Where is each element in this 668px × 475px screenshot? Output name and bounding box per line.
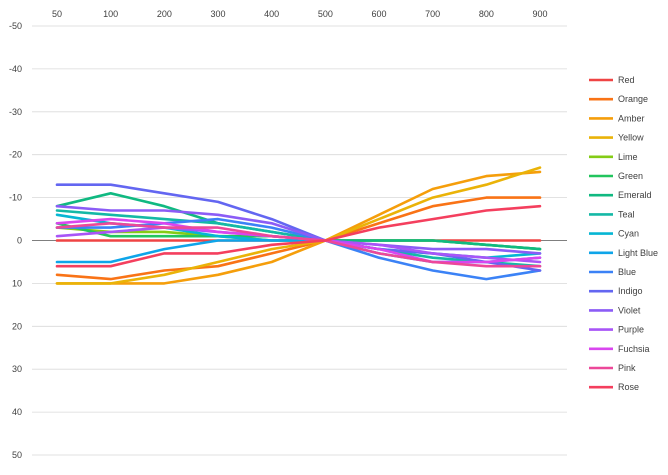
legend-label: Cyan [618, 229, 639, 239]
legend-label: Indigo [618, 286, 643, 296]
y-tick-label: 30 [12, 364, 22, 374]
y-tick-label: 10 [12, 278, 22, 288]
legend-label: Yellow [618, 133, 644, 143]
x-tick-label: 50 [52, 9, 62, 19]
legend-label: Teal [618, 209, 635, 219]
x-tick-label: 900 [532, 9, 547, 19]
x-tick-label: 200 [157, 9, 172, 19]
y-tick-label: -20 [9, 150, 22, 160]
legend: Red Orange Amber Yellow Lime Green Emerald Teal… [589, 75, 658, 392]
series-line-pink [55, 222, 542, 268]
series-line-rose [55, 204, 542, 268]
legend-label: Pink [618, 363, 636, 373]
legend-label: Amber [618, 113, 645, 123]
y-tick-label: 0 [17, 236, 22, 246]
x-tick-label: 600 [371, 9, 386, 19]
y-tick-label: -50 [9, 21, 22, 31]
x-tick-label: 700 [425, 9, 440, 19]
x-tick-label: 400 [264, 9, 279, 19]
legend-label: Purple [618, 325, 644, 335]
legend-label: Green [618, 171, 643, 181]
legend-label: Orange [618, 94, 648, 104]
y-tick-label: 20 [12, 321, 22, 331]
axes: -50 -40 -30 -20 -10 0 10 20 30 40 50 50 100 200 300 400… [9, 9, 548, 460]
series-line-violet [55, 204, 542, 255]
legend-label: Light Blue [618, 248, 658, 258]
x-tick-label: 800 [479, 9, 494, 19]
legend-label: Emerald [618, 190, 652, 200]
y-tick-label: -40 [9, 64, 22, 74]
legend-label: Blue [618, 267, 636, 277]
y-tick-label: 40 [12, 407, 22, 417]
legend-label: Fuchsia [618, 344, 650, 354]
series-line-indigo [55, 183, 542, 272]
series-lines [55, 166, 542, 285]
x-tick-label: 500 [318, 9, 333, 19]
legend-label: Red [618, 75, 635, 85]
series-line-amber [55, 170, 542, 285]
x-tick-label: 100 [103, 9, 118, 19]
legend-label: Rose [618, 382, 639, 392]
y-tick-label: -30 [9, 107, 22, 117]
x-tick-label: 300 [210, 9, 225, 19]
y-tick-label: -10 [9, 193, 22, 203]
legend-label: Lime [618, 152, 638, 162]
y-tick-label: 50 [12, 450, 22, 460]
legend-label: Violet [618, 305, 641, 315]
series-line-orange [55, 196, 542, 281]
series-line-teal [55, 209, 542, 268]
series-line-yellow [55, 166, 542, 285]
